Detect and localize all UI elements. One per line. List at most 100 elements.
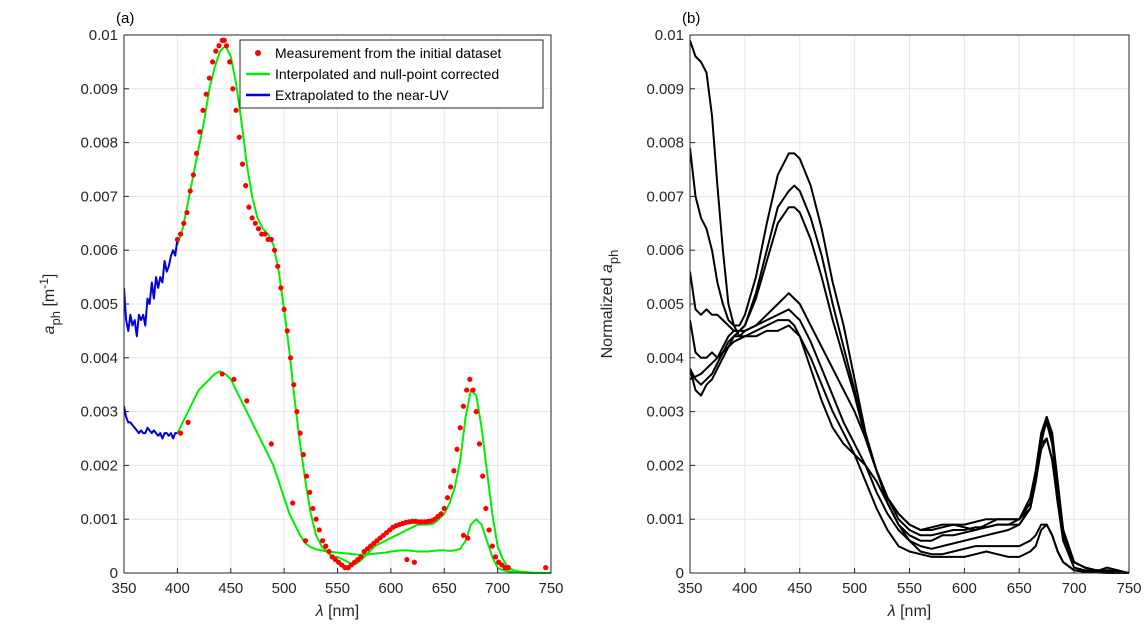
x-tick-label: 700 <box>1062 580 1087 597</box>
y-tick-label: 0 <box>676 565 684 582</box>
x-tick-label: 400 <box>732 580 757 597</box>
data-point <box>476 441 483 447</box>
data-point <box>213 48 219 54</box>
series-line <box>690 147 1129 574</box>
x-axis-label: λ [nm] <box>887 603 931 620</box>
y-axis-subscript: ph <box>48 311 63 325</box>
data-point <box>284 328 290 334</box>
series-line <box>124 239 179 338</box>
y-tick-label: 0.006 <box>646 242 684 259</box>
legend-label: Measurement from the initial dataset <box>275 45 502 61</box>
x-tick-label: 600 <box>378 580 403 597</box>
x-tick-label: 450 <box>787 580 812 597</box>
data-point <box>246 204 252 210</box>
data-point <box>448 484 454 490</box>
x-tick-label: 400 <box>165 580 190 597</box>
data-point <box>323 543 329 549</box>
y-tick-label: 0.003 <box>80 404 118 421</box>
y-tick-label: 0.007 <box>80 188 118 205</box>
data-point <box>302 538 309 544</box>
data-point <box>287 355 294 361</box>
y-tick-label: 0.004 <box>646 350 684 367</box>
data-point <box>467 376 473 382</box>
series-line <box>176 370 551 574</box>
y-axis-subscript: ph <box>606 250 621 264</box>
x-tick-label: 450 <box>218 580 243 597</box>
data-point <box>184 209 190 216</box>
data-point <box>326 548 332 555</box>
data-point <box>206 75 212 81</box>
data-point <box>465 535 471 541</box>
y-tick-label: 0.004 <box>80 350 118 367</box>
panel-b-chart: 350 400 450 500 550 600 650 700 750 0 0.001 0.002 0.… <box>599 10 1142 620</box>
data-point <box>486 527 492 533</box>
x-tick-label: 750 <box>538 580 563 597</box>
x-tick-label: 700 <box>485 580 510 597</box>
y-axis-label: Normalized aph <box>599 250 621 359</box>
data-point <box>268 441 274 447</box>
data-point <box>203 91 209 97</box>
data-point <box>543 565 549 571</box>
data-point <box>244 398 250 404</box>
y-tick-label: 0 <box>110 565 118 582</box>
y-axis-label: aph [m-1] <box>37 274 63 335</box>
data-point <box>181 220 187 226</box>
x-tick-label: 650 <box>432 580 457 597</box>
data-point <box>177 430 184 436</box>
data-point <box>438 511 444 517</box>
data-point <box>233 107 239 113</box>
data-point <box>483 505 489 512</box>
data-point <box>291 382 297 388</box>
data-point <box>345 565 351 571</box>
x-tick-label: 500 <box>842 580 867 597</box>
y-tick-label: 0.009 <box>646 81 684 98</box>
data-point <box>473 409 479 415</box>
data-point <box>231 376 237 382</box>
data-point <box>193 150 200 156</box>
data-point <box>460 532 467 538</box>
series-group <box>124 37 551 574</box>
data-point <box>249 215 255 221</box>
legend-label: Interpolated and null-point corrected <box>275 66 499 82</box>
data-point <box>441 505 447 512</box>
x-tick-label: 500 <box>272 580 297 597</box>
x-tick-label: 650 <box>1007 580 1032 597</box>
data-point <box>275 263 281 269</box>
data-point <box>480 473 486 479</box>
data-point <box>460 403 467 409</box>
x-tick-label: 550 <box>897 580 922 597</box>
data-point <box>404 556 410 563</box>
data-point <box>243 183 249 189</box>
data-point <box>454 446 460 452</box>
data-point <box>268 236 274 243</box>
data-point <box>262 231 268 237</box>
data-point <box>227 59 233 65</box>
data-point <box>300 452 306 458</box>
data-point <box>464 387 470 393</box>
y-tick-label: 0.005 <box>80 296 118 313</box>
x-tick-label: 750 <box>1116 580 1141 597</box>
data-point <box>492 554 499 560</box>
data-point <box>316 527 322 533</box>
y-tick-label: 0.008 <box>646 135 684 152</box>
data-point <box>281 306 287 312</box>
y-axis-superscript: -1 <box>37 278 51 289</box>
y-axis-unit-close: ] <box>41 274 58 278</box>
data-point <box>444 495 451 501</box>
series-group <box>690 40 1129 574</box>
y-tick-label: 0.008 <box>80 135 118 152</box>
data-point <box>358 554 364 560</box>
x-axis-symbol: λ <box>887 603 896 620</box>
y-tick-label: 0.001 <box>646 511 684 528</box>
data-point <box>290 500 296 506</box>
y-axis-unit: [m <box>41 289 58 311</box>
data-point <box>489 543 495 549</box>
legend-marker-dot <box>255 50 261 56</box>
data-point <box>210 59 216 65</box>
data-point <box>271 247 278 253</box>
x-axis-label: λ [nm] <box>315 603 359 620</box>
series-line <box>690 324 1129 574</box>
data-point <box>252 220 258 226</box>
y-tick-label: 0.006 <box>80 242 118 259</box>
